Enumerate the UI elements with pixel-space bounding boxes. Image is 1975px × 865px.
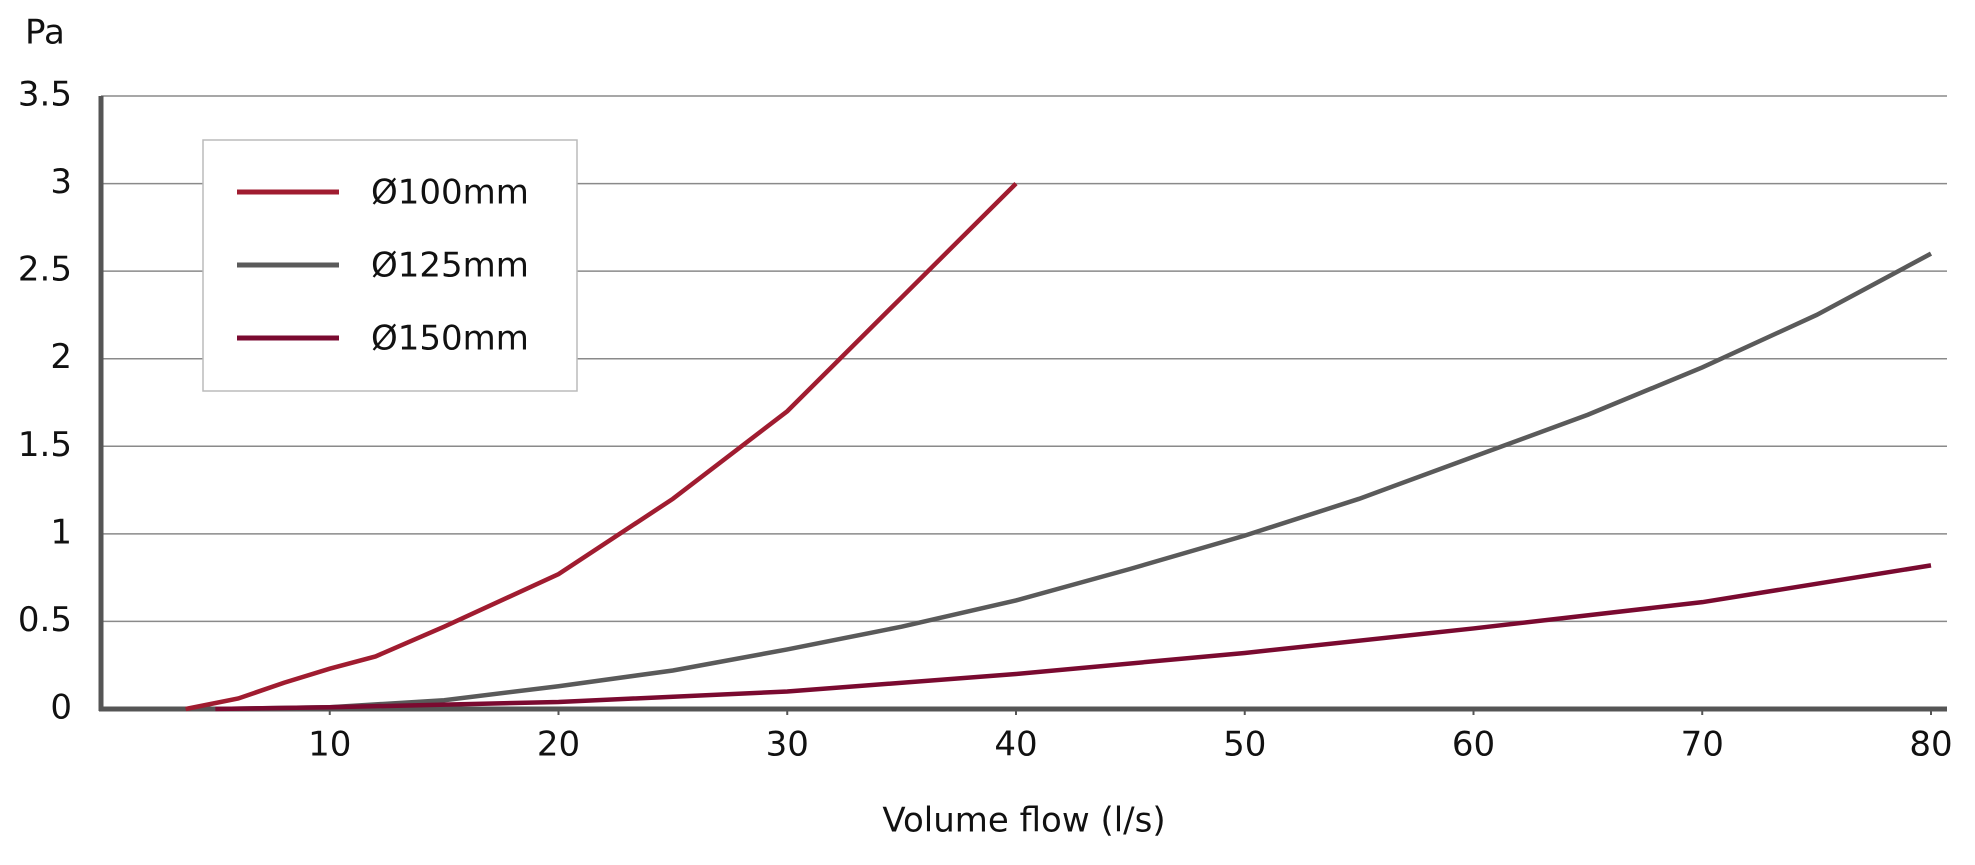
- x-tick-label: 60: [1452, 725, 1495, 765]
- legend-label: Ø150mm: [371, 319, 529, 359]
- x-tick-label: 70: [1681, 725, 1724, 765]
- x-axis-label: Volume flow (l/s): [882, 801, 1165, 841]
- y-tick-label: 1.5: [18, 425, 72, 465]
- y-tick-label: 3.5: [18, 75, 72, 115]
- y-tick-label: 2.5: [18, 250, 72, 290]
- x-tick-label: 40: [994, 725, 1037, 765]
- data-line: [185, 181, 1018, 712]
- x-tick-label: 10: [308, 725, 351, 765]
- y-tick-label: 0: [50, 688, 72, 728]
- x-tick-label: 80: [1909, 725, 1952, 765]
- y-tick-label: 3: [50, 162, 72, 202]
- legend-label: Ø100mm: [371, 173, 529, 213]
- x-tick-label: 20: [537, 725, 580, 765]
- data-line: [215, 563, 1932, 712]
- data-line: [215, 251, 1933, 712]
- x-tick-label: 30: [766, 725, 809, 765]
- y-tick-label: 0.5: [18, 600, 72, 640]
- y-tick-label: 2: [50, 337, 72, 377]
- legend-label: Ø125mm: [371, 246, 529, 286]
- y-axis-label: Pa: [25, 13, 65, 53]
- y-tick-label: 1: [50, 512, 72, 552]
- x-tick-label: 50: [1223, 725, 1266, 765]
